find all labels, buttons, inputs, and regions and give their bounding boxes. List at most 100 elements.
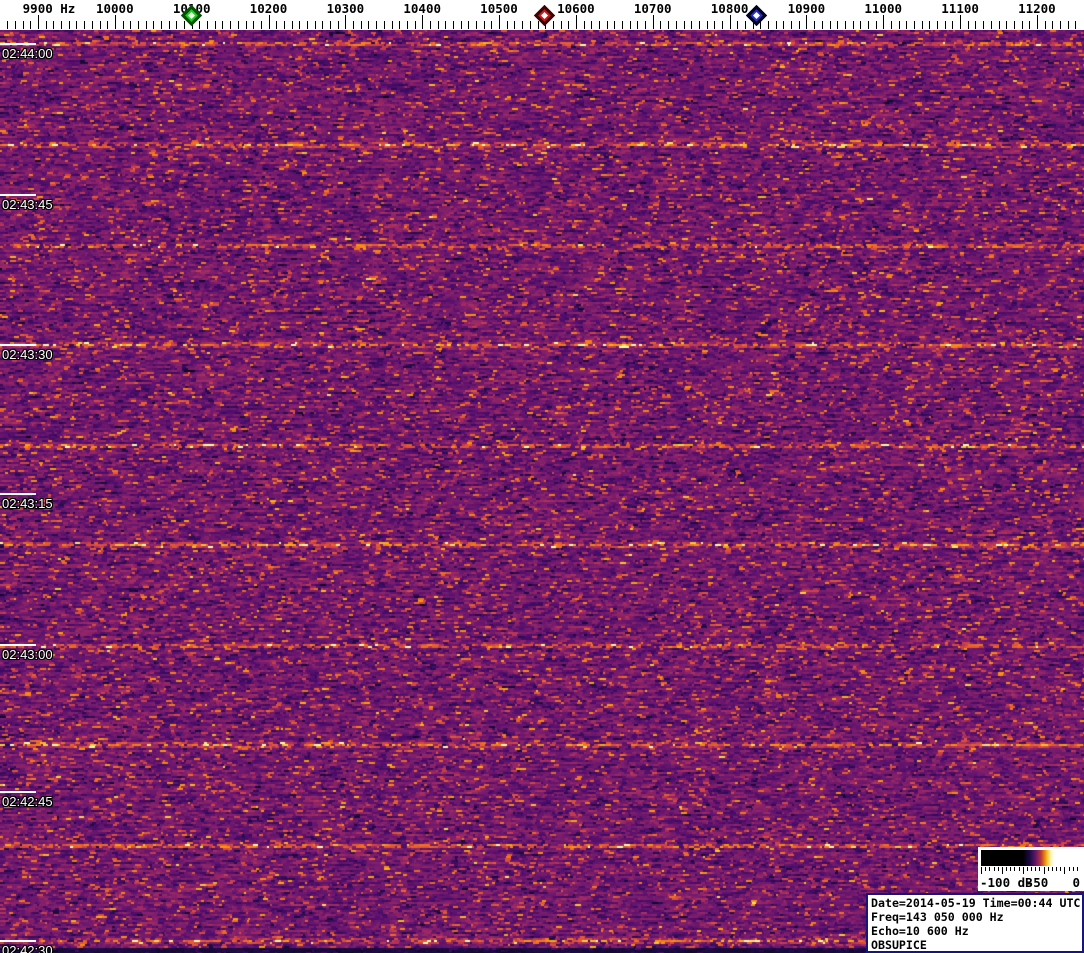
freq-tick bbox=[383, 21, 385, 29]
freq-label: 10600 bbox=[557, 1, 595, 16]
freq-tick bbox=[1067, 21, 1069, 29]
legend-tick bbox=[1031, 867, 1032, 871]
freq-tick bbox=[1029, 21, 1031, 29]
blue-marker[interactable] bbox=[745, 4, 768, 27]
freq-tick bbox=[1052, 21, 1054, 29]
freq-label: 11200 bbox=[1018, 1, 1056, 16]
freq-tick bbox=[353, 21, 354, 29]
time-label: 02:43:45 bbox=[2, 197, 53, 212]
freq-tick bbox=[99, 21, 101, 29]
freq-tick bbox=[914, 21, 915, 29]
time-tick bbox=[0, 940, 36, 942]
freq-tick bbox=[775, 21, 777, 29]
freq-tick bbox=[960, 15, 962, 29]
freq-tick bbox=[30, 21, 32, 29]
legend-tick bbox=[1001, 867, 1003, 874]
color-scale-labels: -100 dB -50 0 bbox=[978, 875, 1084, 891]
freq-tick bbox=[990, 21, 992, 29]
legend-tick bbox=[1022, 867, 1024, 874]
legend-tick bbox=[1060, 867, 1062, 871]
freq-tick bbox=[337, 21, 339, 29]
freq-tick bbox=[737, 21, 739, 29]
freq-tick bbox=[406, 21, 408, 29]
freq-tick bbox=[276, 21, 278, 29]
freq-tick bbox=[399, 21, 401, 29]
freq-tick bbox=[837, 21, 839, 29]
freq-tick bbox=[852, 21, 854, 29]
red-marker[interactable] bbox=[533, 4, 556, 27]
legend-tick bbox=[997, 867, 999, 871]
freq-tick bbox=[537, 21, 539, 29]
freq-tick bbox=[652, 15, 654, 29]
freq-tick bbox=[583, 21, 585, 29]
legend-tick bbox=[1039, 867, 1041, 871]
freq-tick bbox=[937, 21, 938, 29]
time-label: 02:42:45 bbox=[2, 794, 53, 809]
legend-tick bbox=[985, 867, 987, 871]
freq-label: 11100 bbox=[941, 1, 979, 16]
freq-tick bbox=[160, 21, 162, 29]
freq-tick bbox=[460, 21, 462, 29]
freq-tick bbox=[429, 21, 431, 29]
freq-tick bbox=[22, 21, 24, 29]
freq-tick bbox=[176, 21, 178, 29]
freq-tick bbox=[145, 21, 147, 29]
legend-tick bbox=[981, 867, 982, 874]
freq-tick bbox=[729, 15, 731, 29]
freq-tick bbox=[898, 21, 900, 29]
freq-tick bbox=[967, 21, 969, 29]
green-marker[interactable] bbox=[180, 4, 203, 27]
legend-tick bbox=[1010, 867, 1012, 871]
freq-tick bbox=[783, 21, 785, 29]
freq-tick bbox=[14, 21, 16, 29]
freq-tick bbox=[76, 21, 78, 29]
db-label-min: -100 dB bbox=[980, 875, 1033, 890]
freq-label: 10000 bbox=[95, 1, 134, 16]
freq-tick bbox=[199, 21, 201, 29]
freq-tick bbox=[506, 21, 508, 29]
time-label: 02:43:30 bbox=[2, 347, 53, 362]
freq-tick bbox=[860, 21, 862, 29]
freq-tick bbox=[867, 21, 869, 29]
freq-tick bbox=[791, 21, 792, 29]
freq-tick bbox=[606, 21, 608, 29]
freq-tick bbox=[637, 21, 639, 29]
freq-tick bbox=[890, 21, 892, 29]
waterfall-display[interactable] bbox=[0, 30, 1084, 953]
freq-label: 9900 Hz bbox=[22, 1, 76, 16]
freq-tick bbox=[706, 21, 708, 29]
freq-tick bbox=[84, 21, 86, 29]
freq-tick bbox=[552, 21, 554, 29]
freq-tick bbox=[714, 21, 716, 29]
freq-tick bbox=[944, 21, 946, 29]
freq-tick bbox=[629, 21, 631, 29]
freq-tick bbox=[721, 21, 723, 29]
time-label: 02:44:00 bbox=[2, 46, 53, 61]
db-label-mid: -50 bbox=[1025, 875, 1049, 890]
freq-tick bbox=[314, 21, 316, 29]
freq-tick bbox=[91, 21, 93, 29]
freq-tick bbox=[675, 21, 677, 29]
freq-tick bbox=[130, 21, 132, 29]
legend-tick bbox=[1051, 867, 1053, 871]
freq-tick bbox=[752, 21, 754, 29]
freq-tick bbox=[906, 21, 908, 29]
freq-tick bbox=[61, 21, 63, 29]
freq-label: 10300 bbox=[326, 1, 365, 16]
freq-tick bbox=[38, 15, 39, 29]
red-marker-diamond-icon bbox=[533, 4, 556, 27]
legend-tick bbox=[1043, 867, 1045, 874]
legend-tick bbox=[989, 867, 991, 871]
freq-label: 10200 bbox=[249, 1, 288, 16]
freq-tick bbox=[1036, 15, 1038, 29]
freq-tick bbox=[345, 15, 347, 29]
freq-tick bbox=[7, 21, 9, 29]
legend-tick bbox=[1072, 867, 1074, 871]
freq-tick bbox=[760, 21, 762, 29]
freq-tick bbox=[691, 21, 693, 29]
info-frequency: Freq=143 050 000 Hz bbox=[871, 910, 1004, 924]
freq-tick bbox=[806, 15, 808, 29]
freq-tick bbox=[575, 15, 577, 29]
info-echo: Echo=10 600 Hz bbox=[871, 924, 969, 938]
freq-tick bbox=[1060, 21, 1061, 29]
